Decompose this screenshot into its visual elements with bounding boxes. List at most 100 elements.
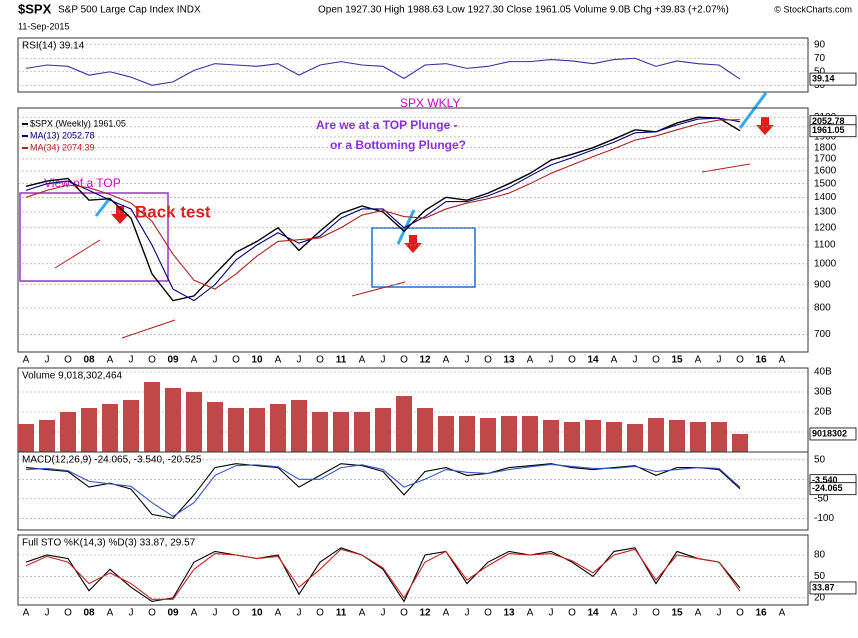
x-tick-label: 09 (167, 608, 179, 619)
symbol: $SPX (18, 1, 52, 16)
bar (39, 420, 55, 452)
x-tick-label: A (275, 608, 282, 619)
arrow (111, 206, 129, 224)
bar (669, 420, 685, 452)
x-tick-label: A (191, 608, 198, 619)
y-tick-label: 1300 (814, 207, 837, 218)
trendline (351, 281, 406, 297)
y-tick-label: 20B (814, 407, 832, 418)
legend-label: MA(13) 2052.78 (30, 130, 95, 140)
bar (648, 418, 664, 452)
x-tick-label: O (316, 355, 324, 366)
x-tick-label: A (527, 608, 534, 619)
value-box-label: 33.87 (812, 582, 835, 592)
series-line (25, 119, 741, 290)
x-tick-label: A (107, 355, 114, 366)
x-tick-label: J (717, 355, 722, 366)
panel-title: RSI(14) 39.14 (22, 41, 85, 52)
x-tick-label: J (381, 355, 386, 366)
annotation: Back test (135, 202, 211, 221)
x-tick-label: 11 (336, 355, 347, 366)
x-tick-label: J (381, 608, 386, 619)
legend-label: MA(34) 2074.39 (30, 142, 95, 152)
trendline (54, 239, 101, 269)
bar (732, 433, 748, 452)
bar (375, 408, 391, 452)
y-tick-label: 1100 (814, 240, 836, 251)
x-tick-label: A (23, 355, 30, 366)
x-tick-label: J (465, 608, 470, 619)
series-line (25, 547, 741, 603)
x-tick-label: 16 (755, 355, 767, 366)
x-tick-label: O (148, 608, 156, 619)
y-tick-label: 80 (814, 550, 826, 561)
x-tick-label: A (443, 355, 450, 366)
x-tick-label: J (297, 608, 302, 619)
panel-frame (17, 37, 809, 93)
bar (291, 400, 307, 452)
x-tick-label: J (297, 355, 302, 366)
quote: Open 1927.30 High 1988.63 Low 1927.30 Cl… (318, 5, 729, 16)
bar (627, 424, 643, 452)
series-line (25, 116, 741, 302)
x-tick-label: A (611, 608, 618, 619)
y-tick-label: 900 (814, 279, 831, 290)
slash (94, 197, 112, 217)
panel-frame (17, 107, 809, 353)
bar (564, 422, 580, 452)
bar (144, 382, 160, 452)
x-tick-label: O (64, 355, 72, 366)
x-tick-label: 12 (419, 608, 431, 619)
x-tick-label: 10 (251, 608, 263, 619)
x-tick-label: 10 (251, 355, 263, 366)
x-tick-label: O (652, 355, 660, 366)
panel-title: MACD(12,26,9) -24.065, -3.540, -20.525 (22, 455, 202, 466)
panel-title: Volume 9,018,302,464 (22, 371, 123, 382)
x-tick-label: J (549, 355, 554, 366)
bar (249, 408, 265, 452)
bar (165, 388, 181, 452)
y-tick-label: 50 (814, 454, 826, 465)
y-tick-label: 1200 (814, 222, 837, 233)
trendline (121, 319, 176, 339)
series-line (25, 548, 741, 600)
x-tick-label: J (45, 355, 50, 366)
x-tick-label: A (359, 355, 366, 366)
x-tick-label: J (717, 608, 722, 619)
x-tick-label: O (652, 608, 660, 619)
value-box-label: -3.540 (812, 475, 838, 485)
y-tick-label: 700 (814, 329, 831, 340)
x-tick-label: A (107, 608, 114, 619)
y-tick-label: 30B (814, 387, 832, 398)
x-tick-label: O (316, 608, 324, 619)
series-line (25, 463, 741, 518)
bar (186, 392, 202, 452)
x-tick-label: O (148, 355, 156, 366)
bar (102, 404, 118, 452)
x-tick-label: J (633, 608, 638, 619)
x-tick-label: O (232, 608, 240, 619)
x-tick-label: 12 (419, 355, 431, 366)
y-tick-label: 1800 (814, 142, 837, 153)
bar (711, 422, 727, 452)
x-tick-label: J (633, 355, 638, 366)
x-tick-label: 13 (503, 608, 515, 619)
value-box (809, 482, 857, 496)
bar (18, 424, 34, 452)
bar (438, 416, 454, 452)
panel-frame (17, 451, 809, 531)
bar (543, 420, 559, 452)
x-tick-label: A (695, 355, 702, 366)
bar (270, 404, 286, 452)
value-box-label: 9018302 (812, 428, 847, 438)
y-tick-label: 90 (814, 39, 826, 50)
y-tick-label: -50 (814, 493, 829, 504)
x-tick-label: 08 (83, 355, 95, 366)
bar (123, 400, 139, 452)
value-box (809, 72, 857, 86)
x-tick-label: O (568, 608, 576, 619)
bar (333, 412, 349, 452)
bar (690, 422, 706, 452)
